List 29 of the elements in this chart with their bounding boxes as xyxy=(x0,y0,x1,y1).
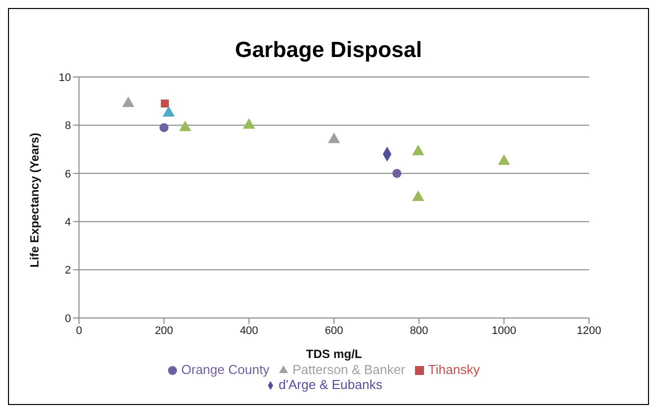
chart-title: Garbage Disposal xyxy=(234,37,424,64)
x-tick-label: 400 xyxy=(240,324,258,337)
x-tick-label: 1000 xyxy=(492,324,516,337)
point xyxy=(162,106,175,117)
y-tick-label: 2 xyxy=(64,264,71,277)
x-axis-title: TDS mg/L xyxy=(306,347,362,361)
y-tick-label: 8 xyxy=(64,120,71,132)
point xyxy=(179,120,192,132)
x-tick-label: 0 xyxy=(76,324,82,337)
point xyxy=(498,154,510,165)
x-tick-label: 600 xyxy=(324,324,344,337)
y-tick-label: 4 xyxy=(64,216,71,229)
y-tick-label: 0 xyxy=(64,312,71,325)
y-tick-label: 10 xyxy=(58,72,71,84)
legend-label: Patterson & Banker xyxy=(292,362,406,377)
x-tick-label: 1200 xyxy=(576,324,602,337)
x-tick-label: 200 xyxy=(154,324,174,337)
point xyxy=(242,118,256,129)
legend-label: Tihansky xyxy=(428,362,480,377)
x-tick-label: 800 xyxy=(410,324,428,337)
legend-label: d'Arge & Eubanks xyxy=(278,377,382,392)
y-axis-title: Life Expectancy (Years) xyxy=(27,132,42,268)
point xyxy=(328,132,340,144)
point xyxy=(392,168,402,178)
point xyxy=(122,96,134,108)
point xyxy=(412,190,424,202)
legend-label: Orange County xyxy=(181,362,270,377)
y-tick-label: 6 xyxy=(64,168,71,180)
point xyxy=(412,144,424,156)
